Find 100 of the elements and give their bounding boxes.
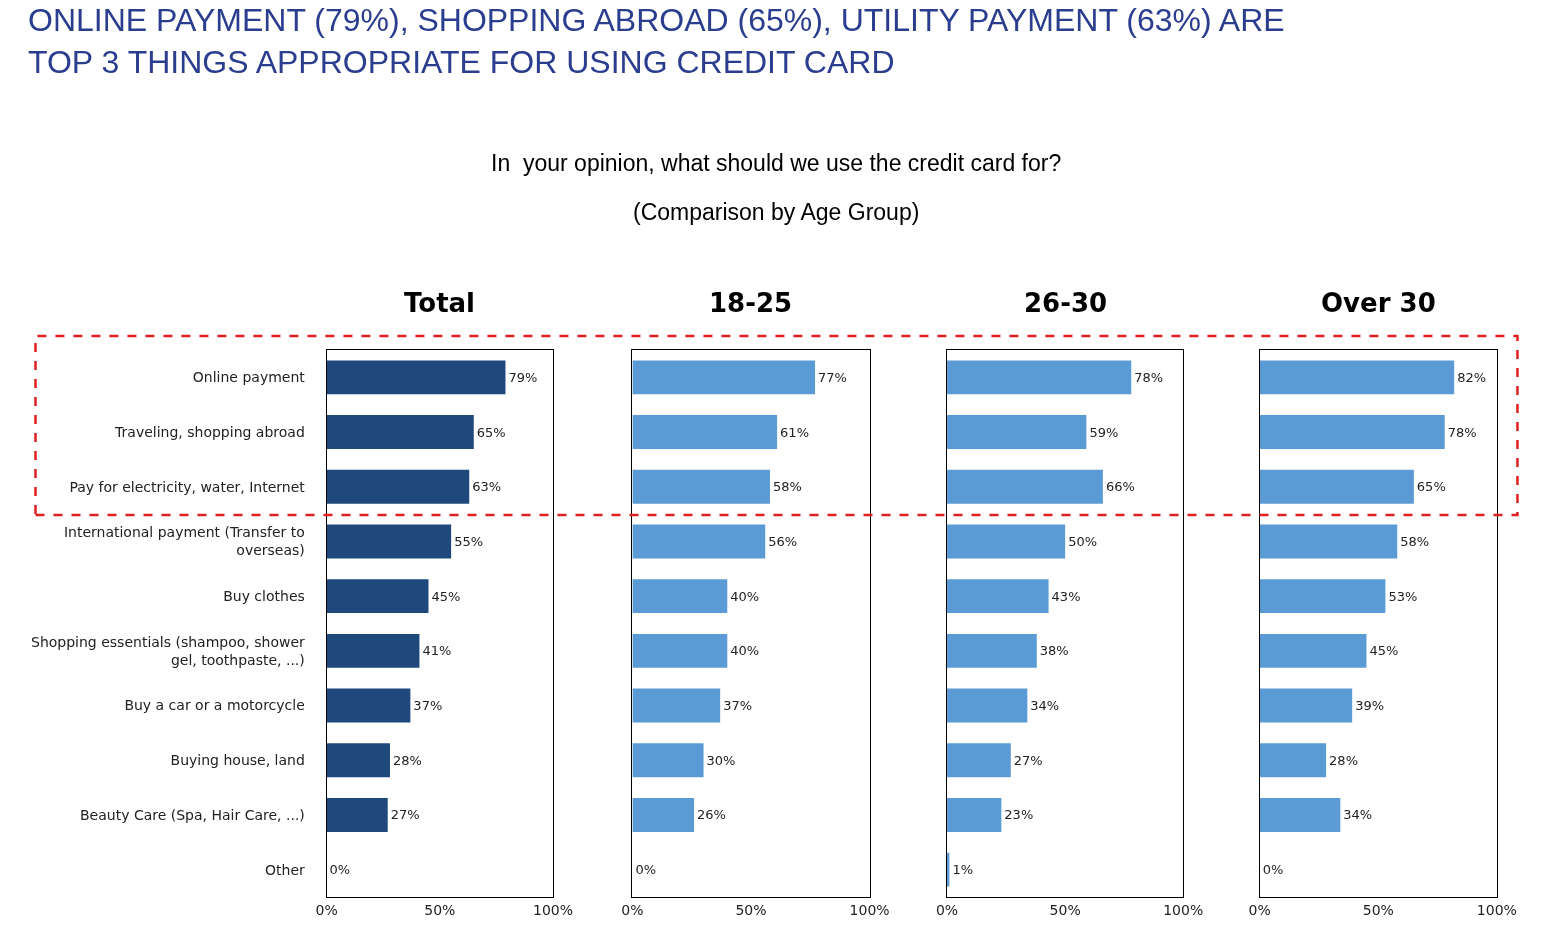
data-label: 34% — [1343, 807, 1373, 823]
bar — [1259, 469, 1414, 504]
data-label: 40% — [730, 643, 760, 659]
y-tick-label: Buy a car or a motorcycle — [124, 697, 305, 714]
data-label: 61% — [780, 424, 809, 440]
data-label: 58% — [772, 479, 802, 495]
y-tick-label: Buy clothes — [223, 588, 305, 605]
bar — [632, 360, 816, 395]
data-label: 79% — [508, 369, 538, 385]
bar — [632, 688, 721, 723]
x-tick-label: 0% — [315, 901, 338, 918]
y-tick-label: Buying house, land — [170, 752, 305, 769]
bar — [326, 743, 390, 778]
data-label: 59% — [1089, 424, 1119, 440]
data-label: 39% — [1355, 698, 1385, 714]
data-label: 63% — [472, 479, 502, 495]
data-label: 78% — [1134, 369, 1164, 385]
bar — [1259, 579, 1386, 614]
y-tick-label: Online payment — [192, 369, 306, 386]
data-label: 82% — [1457, 369, 1487, 385]
x-tick-label: 50% — [1049, 901, 1081, 918]
data-label: 78% — [1447, 424, 1477, 440]
y-tick-label: Beauty Care (Spa, Hair Care, ...) — [79, 806, 305, 823]
data-label: 28% — [392, 752, 422, 768]
bar — [947, 360, 1132, 395]
data-label: 55% — [454, 533, 484, 549]
bar — [632, 579, 728, 614]
bar — [1259, 797, 1341, 832]
data-label: 30% — [706, 752, 736, 768]
bar — [947, 579, 1049, 614]
bar — [1259, 524, 1398, 559]
data-label: 0% — [635, 862, 657, 878]
y-tick-label: International payment (Transfer to overseas) — [63, 524, 305, 559]
chart-title: 18-25 — [709, 288, 793, 318]
data-label: 53% — [1388, 588, 1418, 604]
data-label: 38% — [1039, 643, 1069, 659]
x-tick-label: 100% — [849, 901, 890, 918]
text: (Comparison by Age Group) — [633, 199, 920, 225]
data-label: 37% — [413, 698, 443, 714]
bar — [947, 743, 1011, 778]
bar — [632, 797, 695, 832]
data-label: 65% — [476, 424, 506, 440]
data-label: 43% — [1051, 588, 1081, 604]
x-tick-label: 50% — [1362, 901, 1394, 918]
bar — [326, 469, 470, 504]
text: In your opinion, what should we use the credit card for? — [491, 150, 1062, 176]
data-label: 0% — [329, 862, 351, 878]
bar — [947, 524, 1066, 559]
data-label: 45% — [1369, 643, 1399, 659]
data-label: 27% — [1013, 752, 1043, 768]
x-tick-label: 100% — [1476, 901, 1517, 918]
x-tick-label: 50% — [424, 901, 456, 918]
bar — [1259, 743, 1327, 778]
data-label: 65% — [1416, 479, 1446, 495]
data-label: 56% — [768, 533, 798, 549]
x-tick-label: 0% — [1248, 901, 1271, 918]
bar — [947, 797, 1002, 832]
bar — [947, 415, 1087, 450]
data-label: 23% — [1004, 807, 1034, 823]
bar — [326, 579, 429, 614]
bar — [326, 360, 506, 395]
bar — [326, 797, 388, 832]
bar — [632, 633, 728, 668]
bar — [1259, 415, 1445, 450]
x-tick-label: 0% — [621, 901, 644, 918]
data-label: 26% — [697, 807, 726, 823]
data-label: 0% — [1262, 862, 1284, 878]
data-label: 34% — [1030, 698, 1060, 714]
bar — [632, 469, 770, 504]
bar — [1259, 360, 1455, 395]
data-label: 45% — [431, 588, 461, 604]
x-tick-label: 100% — [1163, 901, 1204, 918]
data-label: 58% — [1400, 533, 1430, 549]
chart-title: Over 30 — [1321, 288, 1436, 318]
data-label: 77% — [818, 369, 847, 385]
chart-title: Total — [404, 288, 476, 318]
data-label: 27% — [390, 807, 420, 823]
bar — [947, 469, 1103, 504]
data-label: 28% — [1329, 752, 1358, 768]
x-tick-label: 100% — [533, 901, 574, 918]
data-label: 1% — [952, 862, 974, 878]
bar — [632, 415, 778, 450]
data-label: 40% — [730, 588, 760, 604]
bar — [947, 633, 1037, 668]
bar — [1259, 633, 1367, 668]
x-tick-label: 50% — [735, 901, 767, 918]
text: ONLINE PAYMENT (79%), SHOPPING ABROAD (65%), UTILITY PAYMENT (63%) ARE TOP 3 THINGS APPROPRIATE FOR USING CREDIT CARD — [28, 2, 1285, 80]
bar — [326, 415, 474, 450]
data-label: 66% — [1105, 479, 1135, 495]
y-tick-label: Traveling, shopping abroad — [114, 423, 305, 440]
bar — [947, 688, 1028, 723]
x-tick-label: 0% — [935, 901, 959, 918]
chart-title: 26-30 — [1024, 288, 1108, 318]
y-tick-label: Shopping essentials (shampoo, shower gel, toothpaste, ...) — [31, 633, 306, 668]
bar — [1259, 688, 1353, 723]
bar — [326, 633, 420, 668]
data-label: 50% — [1068, 533, 1098, 549]
y-tick-label: Other — [265, 861, 306, 878]
bar — [632, 524, 766, 559]
bar — [326, 524, 452, 559]
